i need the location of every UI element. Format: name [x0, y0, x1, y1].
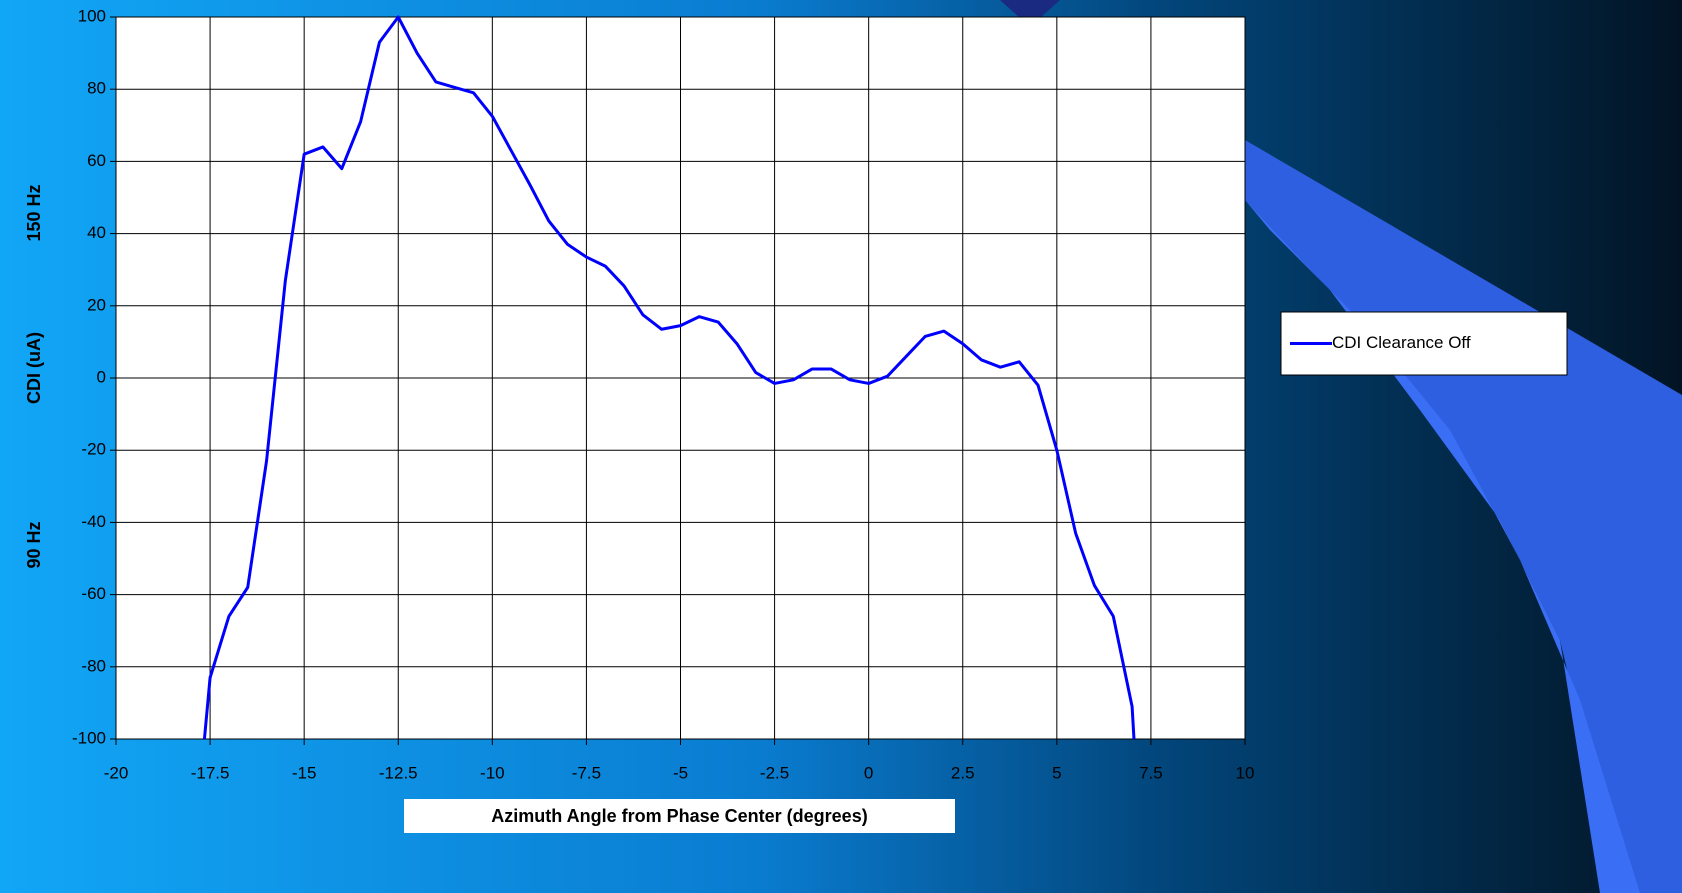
legend-label: CDI Clearance Off — [1332, 333, 1471, 352]
x-tick-label: -10 — [480, 763, 505, 782]
annotation: 90 Hz — [24, 521, 44, 568]
x-tick-label: 2.5 — [951, 763, 975, 782]
x-tick-label: -17.5 — [191, 763, 230, 782]
x-tick-label: -2.5 — [760, 763, 789, 782]
x-tick-label: 5 — [1052, 763, 1061, 782]
y-tick-label: 40 — [87, 223, 106, 242]
x-tick-label: 0 — [864, 763, 873, 782]
y-tick-label: 100 — [78, 6, 106, 25]
y-tick-label: -80 — [81, 656, 106, 675]
slide: -20 -17.5 -15 -12.5 -10 -7.5 -5 -2.5 0 2.5 5 7.5 10 -… — [0, 0, 1682, 893]
x-tick-label: -15 — [292, 763, 317, 782]
annotation: 150 Hz — [24, 184, 44, 241]
x-tick-label: 10 — [1236, 763, 1255, 782]
x-tick-label: 7.5 — [1139, 763, 1163, 782]
y-tick-label: 60 — [87, 151, 106, 170]
x-tick-label: -7.5 — [572, 763, 601, 782]
y-tick-label: -100 — [72, 728, 106, 747]
x-tick-label: -20 — [104, 763, 129, 782]
y-tick-label: 20 — [87, 295, 106, 314]
y-axis-label: CDI (uA) — [24, 332, 44, 404]
x-axis-label: Azimuth Angle from Phase Center (degrees… — [491, 806, 867, 826]
y-tick-label: -20 — [81, 440, 106, 459]
y-tick-label: -60 — [81, 584, 106, 603]
x-tick-label: -5 — [673, 763, 688, 782]
y-tick-label: 80 — [87, 79, 106, 98]
y-tick-label: 0 — [97, 367, 106, 386]
y-tick-label: -40 — [81, 512, 106, 531]
x-tick-label: -12.5 — [379, 763, 418, 782]
